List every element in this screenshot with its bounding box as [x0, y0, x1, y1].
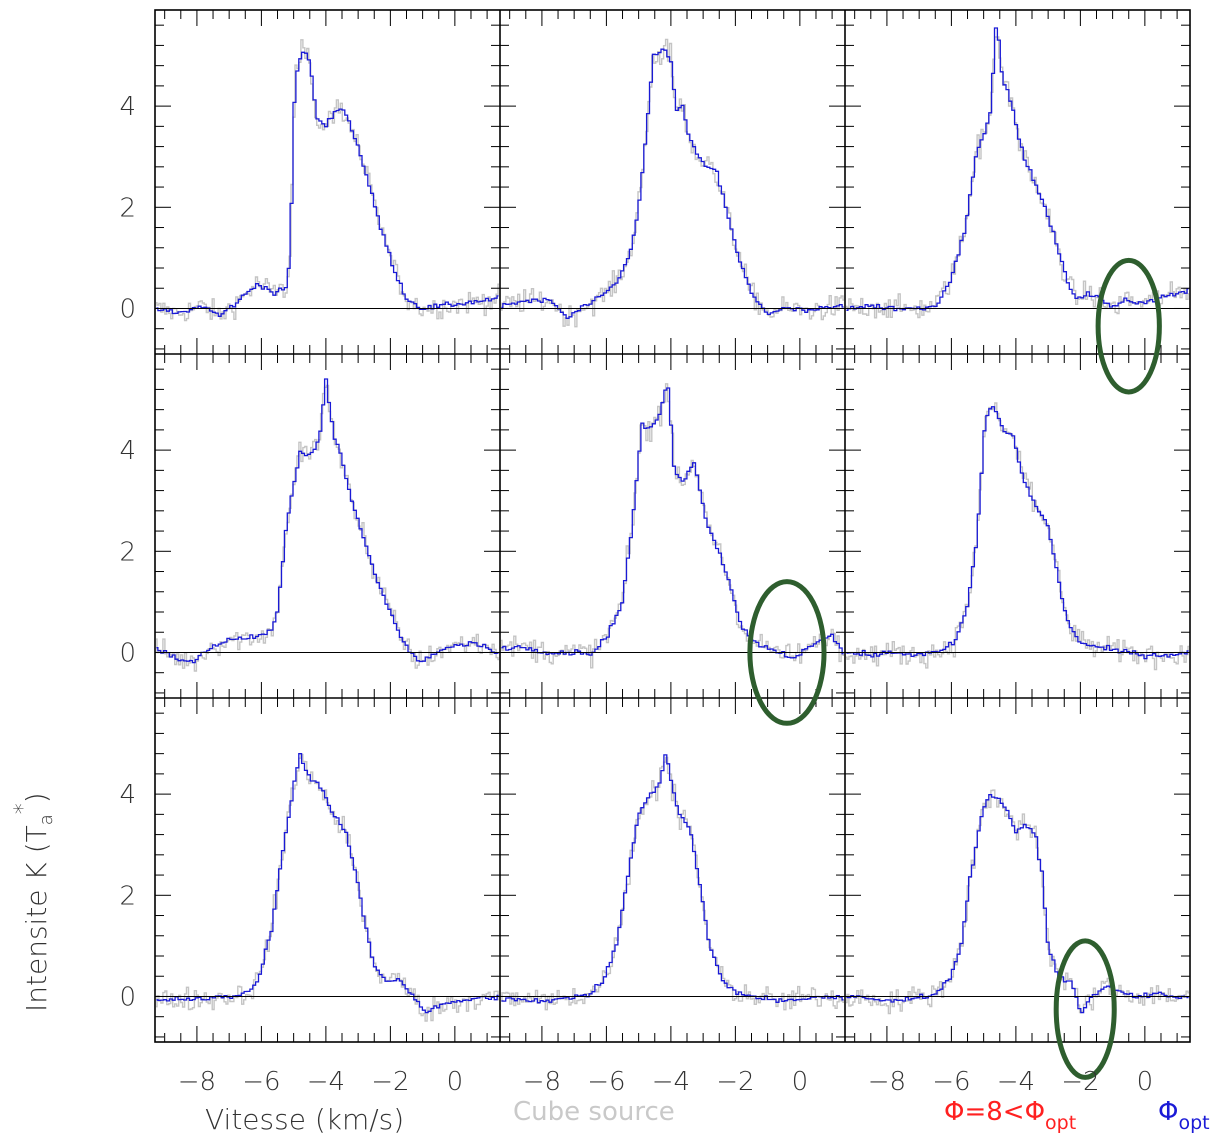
x-axis-label: Vitesse (km/s) [205, 1103, 404, 1136]
series-phi-opt [501, 48, 844, 320]
panels-layer [155, 27, 1190, 1022]
highlight-circle [1053, 938, 1117, 1080]
y-tick-label: 2 [119, 193, 136, 223]
x-tick-label: −8 [523, 1067, 561, 1097]
x-tick-label: 0 [792, 1067, 809, 1097]
series-phi-opt [156, 753, 499, 1014]
panel-plot-area [155, 378, 500, 672]
panel-plot-area [500, 754, 845, 1011]
panel-plot-area [845, 402, 1190, 671]
series-cube-source [846, 402, 1189, 671]
frame-layer [154, 9, 1191, 1080]
y-axis-label: Intensite K (Ta*) [11, 792, 57, 1012]
highlight-circle [1095, 257, 1162, 395]
series-cube-source [501, 756, 844, 1011]
tick-labels-layer: −8 −6 −4 −2 0 −8 −6 −4 −2 0 −8 −6 −4 −2 0 0 2 4 0 2 4 0 2 4 [119, 92, 1153, 1097]
x-tick-label: −6 [587, 1067, 625, 1097]
panel-1-0 [155, 378, 500, 672]
y-tick-label: 0 [119, 638, 136, 668]
figure-frame [154, 9, 1191, 1043]
series-phi-opt [846, 406, 1189, 660]
highlight-circle [747, 579, 827, 726]
legend-phi-opt: Φopt [1158, 1097, 1210, 1134]
y-tick-label: 4 [119, 436, 136, 466]
x-tick-label: 0 [1137, 1067, 1154, 1097]
panel-plot-area [155, 39, 500, 322]
x-tick-label: −8 [868, 1067, 906, 1097]
series-phi-opt [846, 794, 1189, 1014]
series-cube-source [846, 789, 1189, 1015]
x-tick-label: −4 [997, 1067, 1035, 1097]
panel-plot-area [155, 753, 500, 1022]
panel-plot-area [845, 789, 1190, 1015]
panel-2-1 [500, 754, 845, 1011]
series-cube-source [156, 384, 499, 672]
x-tick-label: −4 [307, 1067, 345, 1097]
panel-1-1 [500, 383, 845, 669]
x-tick-label: −8 [178, 1067, 216, 1097]
panel-2-2 [845, 789, 1190, 1015]
x-tick-label: −2 [1061, 1067, 1099, 1097]
panel-2-0 [155, 753, 500, 1022]
series-cube-source [156, 753, 499, 1022]
panel-0-1 [500, 38, 845, 328]
y-tick-label: 2 [119, 537, 136, 567]
panel-plot-area [500, 38, 845, 328]
y-tick-label: 4 [119, 780, 136, 810]
x-tick-label: −4 [652, 1067, 690, 1097]
panel-plot-area [845, 27, 1190, 319]
x-tick-label: 0 [447, 1067, 464, 1097]
series-cube-source [846, 36, 1189, 319]
series-phi-opt [501, 754, 844, 1004]
y-tick-label: 2 [119, 881, 136, 911]
x-tick-label: −2 [371, 1067, 409, 1097]
legend-phi8: Φ=8<Φopt [944, 1097, 1076, 1134]
x-tick-label: −2 [716, 1067, 754, 1097]
series-cube-source [156, 39, 499, 322]
panel-1-2 [845, 402, 1190, 671]
series-phi-opt [156, 51, 499, 317]
panel-plot-area [500, 383, 845, 669]
panel-0-2 [845, 27, 1190, 319]
panel-0-0 [155, 39, 500, 322]
y-tick-label: 0 [119, 982, 136, 1012]
series-phi-opt [156, 378, 499, 664]
x-tick-label: −6 [932, 1067, 970, 1097]
y-tick-label: 4 [119, 92, 136, 122]
series-phi-opt [846, 27, 1189, 312]
legend-cube-source: Cube source [513, 1097, 675, 1127]
x-tick-label: −6 [242, 1067, 280, 1097]
series-phi-opt [501, 387, 844, 659]
y-tick-label: 0 [119, 294, 136, 324]
